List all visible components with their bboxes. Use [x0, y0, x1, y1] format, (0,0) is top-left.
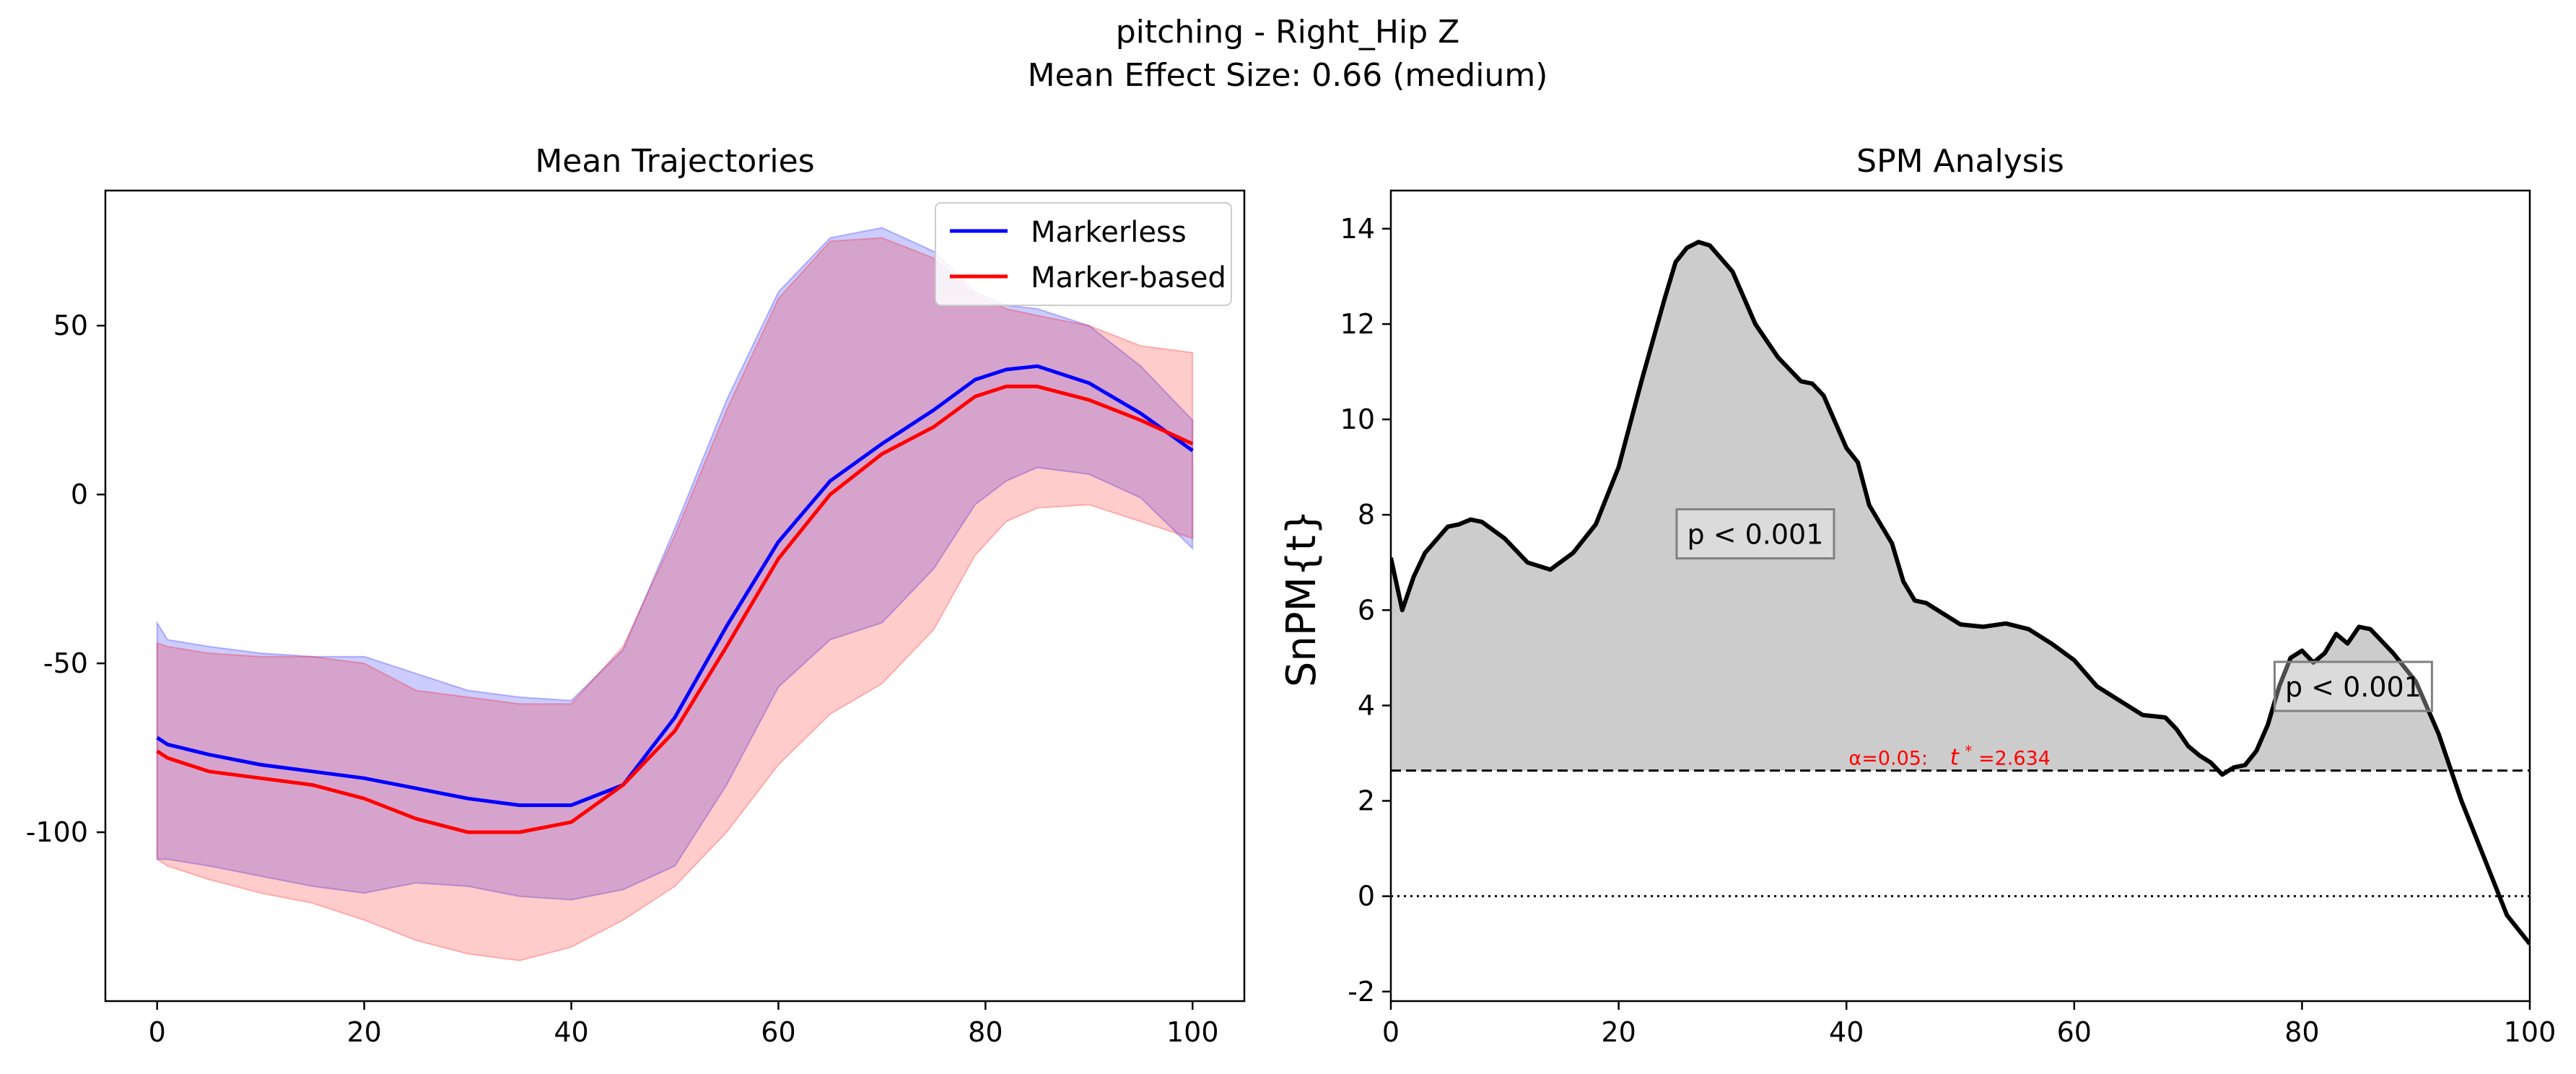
legend-frame	[935, 202, 1232, 306]
left-x-tick-label: 60	[761, 1016, 795, 1048]
cluster-label-text: p < 0.001	[1688, 519, 1824, 551]
mean-line-markerless	[156, 364, 1194, 808]
left-y-tick-label: -100	[26, 816, 88, 848]
right-y-tick-label: 0	[1358, 881, 1375, 912]
right-x-tick-label: 100	[2504, 1016, 2557, 1048]
left-y-tick-label: 50	[53, 310, 88, 341]
band-markerless	[156, 227, 1194, 901]
right-x-axis: 0 20 40 60 80 100	[1382, 1001, 2556, 1048]
right-chart-title: SPM Analysis	[1856, 143, 2064, 180]
right-y-tick-label: 8	[1358, 499, 1375, 531]
right-y-tick-label: 10	[1340, 403, 1375, 435]
mean-trajectories-panel: Mean Trajectories 0 20 40 60 80 100 -100 -50 0 5…	[26, 143, 1246, 1048]
threshold-annotation: α=0.05: t * =2.634	[1848, 743, 2051, 771]
left-plot-frame	[104, 189, 1246, 1003]
right-x-tick-label: 0	[1382, 1016, 1400, 1048]
threshold-value-text: =2.634	[1978, 748, 2051, 770]
spm-analysis-panel: SPM Analysis SnPM{t} α=0.05: t * =2.634 …	[1278, 143, 2556, 1048]
right-y-axis-label: SnPM{t}	[1278, 510, 1325, 687]
legend-markerless-label: Markerless	[1031, 216, 1187, 249]
right-x-tick-label: 80	[2284, 1016, 2319, 1048]
legend-marker-based-label: Marker-based	[1031, 261, 1226, 294]
band-marker-based	[156, 237, 1194, 961]
cluster-label-box	[1675, 508, 1835, 560]
right-y-tick-label: -2	[1348, 976, 1375, 1008]
left-x-axis: 0 20 40 60 80 100	[149, 1001, 1219, 1048]
left-x-tick-label: 80	[968, 1016, 1003, 1048]
right-x-tick-label: 60	[2057, 1016, 2092, 1048]
left-x-tick-label: 40	[554, 1016, 588, 1048]
left-y-tick-label: -50	[43, 647, 88, 679]
cluster-label-1: p < 0.001	[1675, 508, 1835, 560]
right-reference-lines	[1391, 769, 2530, 898]
threshold-star-text: *	[1965, 743, 1972, 760]
cluster-label-box	[2273, 660, 2433, 712]
left-legend: Markerless Marker-based	[935, 202, 1232, 306]
figure-title-line1: pitching - Right_Hip Z	[1116, 14, 1460, 51]
right-y-tick-label: 6	[1358, 594, 1375, 626]
cluster-annotations: p < 0.001 p < 0.001	[1675, 508, 2433, 712]
right-y-tick-label: 12	[1340, 308, 1375, 340]
left-lines-group	[156, 364, 1194, 834]
spm-t-curve	[1391, 240, 2530, 946]
left-y-tick-label: 0	[71, 479, 88, 510]
right-y-tick-label: 14	[1340, 213, 1375, 245]
right-plot-frame	[1389, 189, 2531, 1003]
right-line-group	[1391, 240, 2530, 946]
spm-supra-threshold-fill	[1391, 242, 2452, 771]
right-y-tick-label: 4	[1358, 689, 1375, 721]
threshold-alpha-text: α=0.05:	[1848, 748, 1928, 770]
figure-title-line2: Mean Effect Size: 0.66 (medium)	[1028, 57, 1548, 94]
right-y-axis: -2 0 2 4 6 8 10 12 14	[1340, 213, 1391, 1008]
left-x-tick-label: 20	[346, 1016, 381, 1048]
right-x-tick-label: 20	[1601, 1016, 1636, 1048]
left-bands-group	[156, 227, 1194, 961]
mean-line-marker-based	[156, 384, 1194, 834]
right-y-tick-label: 2	[1358, 785, 1375, 817]
threshold-t-text: t	[1950, 745, 1960, 771]
cluster-label-2: p < 0.001	[2273, 660, 2433, 712]
cluster-label-text: p < 0.001	[2285, 671, 2422, 703]
left-chart-title: Mean Trajectories	[535, 143, 814, 180]
right-x-tick-label: 40	[1829, 1016, 1864, 1048]
left-y-axis: -100 -50 0 50	[26, 310, 105, 848]
spm-cluster-area	[1391, 242, 2452, 771]
left-x-tick-label: 100	[1166, 1016, 1219, 1048]
left-x-tick-label: 0	[149, 1016, 166, 1048]
